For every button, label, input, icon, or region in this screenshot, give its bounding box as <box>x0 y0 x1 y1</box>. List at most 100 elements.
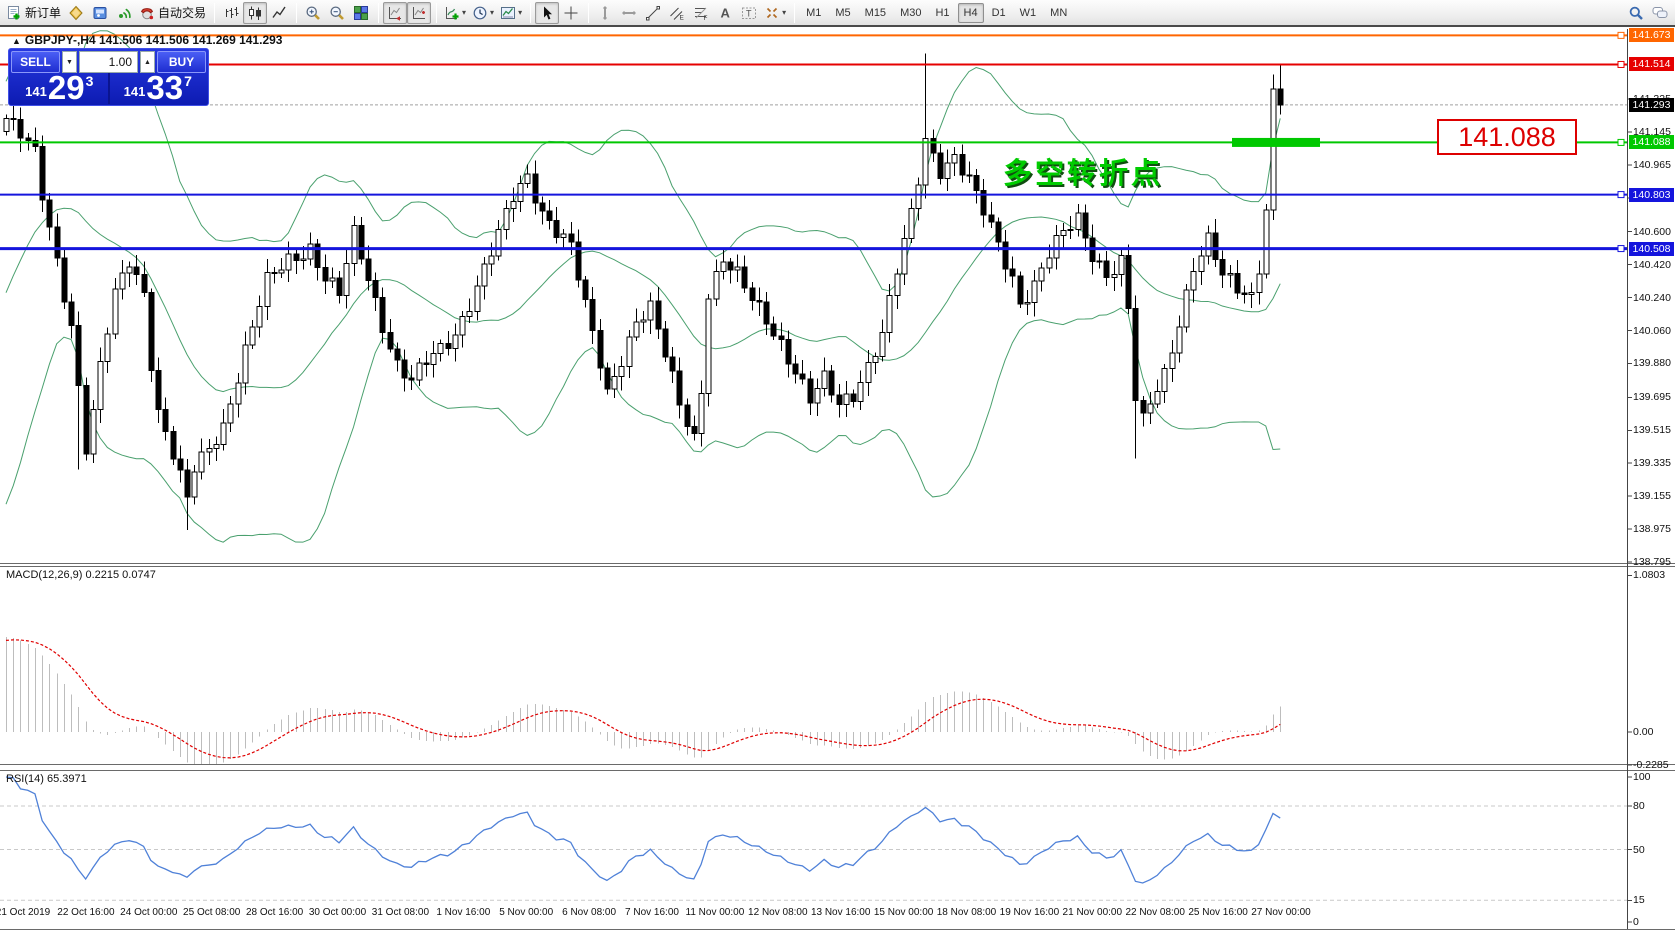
line-handle-marker[interactable] <box>1617 60 1625 68</box>
arrows-button[interactable]: ▾ <box>761 2 789 24</box>
periods-dropdown-caret[interactable]: ▾ <box>490 8 495 17</box>
search-button[interactable] <box>1624 2 1648 24</box>
timeframe-mn-button[interactable]: MN <box>1050 6 1068 19</box>
volume-input[interactable]: 1.00 <box>79 51 138 73</box>
periods-button[interactable]: ▾ <box>469 2 497 24</box>
indicators-dropdown-caret[interactable]: ▾ <box>462 8 467 17</box>
pane-borders <box>0 29 1675 930</box>
timeframe-d1-button[interactable]: D1 <box>991 6 1006 19</box>
chart-title: ▲ GBPJPY-,H4 141.506 141.506 141.269 141.… <box>12 33 282 47</box>
cursor-button[interactable] <box>535 1 560 24</box>
tile-windows-icon <box>354 5 369 20</box>
macd-tick--0.2285: -0.2285 <box>1633 759 1669 772</box>
volume-decrease-button[interactable]: ▼ <box>62 51 77 73</box>
bollinger-lower-band <box>5 307 1281 543</box>
trend-line-button[interactable] <box>641 2 665 24</box>
chart-canvas[interactable] <box>0 27 1675 948</box>
indicators-button[interactable]: ▾ <box>441 2 469 24</box>
price-flag-140.508: 140.508 <box>1629 241 1674 256</box>
horizontal-line-button[interactable] <box>617 2 641 24</box>
timeframe-h4-button[interactable]: H4 <box>957 2 984 23</box>
line-handle-marker[interactable] <box>1617 138 1625 146</box>
date-label-20: 27 Nov 00:00 <box>1251 907 1311 918</box>
equidistant-channel-button[interactable]: E <box>665 2 689 24</box>
timeframe-m1-button[interactable]: M1 <box>806 6 822 19</box>
timeframe-m5-button[interactable]: M5 <box>835 6 851 19</box>
sell-button[interactable]: SELL <box>11 51 60 73</box>
text-button[interactable]: A <box>713 2 737 24</box>
profiles-icon <box>69 5 83 20</box>
chart-annotation-text[interactable]: 多空转折点 <box>1003 158 1164 190</box>
rsi-pane[interactable] <box>0 776 1627 901</box>
price-callout-box[interactable]: 141.088 <box>1437 119 1577 155</box>
crosshair-button[interactable] <box>559 2 583 24</box>
new-order-button[interactable]: 新订单 <box>3 2 64 24</box>
text-label-button[interactable]: T <box>737 2 761 24</box>
date-label-3: 25 Oct 08:00 <box>183 907 241 918</box>
main-toolbar: 新订单 自动交易 ▾ ▾ ▾ E F A T ▾ M1 M5 M15 M30 H1 H4 D1 W1 MN <box>0 0 1675 27</box>
chat-button[interactable] <box>1648 2 1672 24</box>
line-handle-marker[interactable] <box>1617 245 1625 253</box>
zoom-in-icon <box>306 5 320 20</box>
bar-chart-button[interactable] <box>219 2 243 24</box>
main-price-pane[interactable] <box>0 30 1627 543</box>
date-label-7: 1 Nov 16:00 <box>436 907 491 918</box>
timeframe-m30-button[interactable]: M30 <box>900 6 922 19</box>
price-tick-140.600: 140.600 <box>1633 225 1671 238</box>
shift-chart-button[interactable] <box>407 1 432 24</box>
tile-windows-button[interactable] <box>349 2 373 24</box>
shift-chart-icon <box>413 6 426 19</box>
arrows-icon <box>766 7 778 18</box>
timeframe-h1-button[interactable]: H1 <box>935 6 950 19</box>
line-handle-marker[interactable] <box>1617 31 1625 39</box>
macd-tick-0.00: 0.00 <box>1633 726 1654 738</box>
auto-scroll-button[interactable] <box>383 1 408 24</box>
search-icon <box>1629 6 1643 20</box>
volume-increase-button[interactable]: ▲ <box>140 51 155 73</box>
zoom-in-button[interactable] <box>301 2 325 24</box>
profiles-button[interactable] <box>64 2 88 24</box>
rsi-tick-80: 80 <box>1633 800 1645 812</box>
price-tick-138.795: 138.795 <box>1633 556 1671 569</box>
templates-dropdown-caret[interactable]: ▾ <box>518 8 523 17</box>
line-handle-marker[interactable] <box>1617 191 1625 199</box>
date-label-9: 6 Nov 08:00 <box>562 907 617 918</box>
toolbar-separator <box>530 2 532 23</box>
date-label-10: 7 Nov 16:00 <box>625 907 679 918</box>
buy-button[interactable]: BUY <box>157 51 206 73</box>
date-label-19: 25 Nov 16:00 <box>1188 907 1248 918</box>
trendline-highlight[interactable] <box>1232 137 1320 147</box>
buy-price[interactable]: 141 33 7 <box>110 71 207 104</box>
fibonacci-button[interactable]: F <box>689 2 713 24</box>
templates-button[interactable]: ▾ <box>497 2 525 24</box>
price-divider <box>107 73 110 104</box>
candlestick-series <box>3 53 1284 531</box>
date-label-0: 21 Oct 2019 <box>0 907 51 918</box>
sell-price[interactable]: 141 29 3 <box>11 69 108 106</box>
rsi-indicator-label: RSI(14) 65.3971 <box>6 773 87 785</box>
date-label-6: 31 Oct 08:00 <box>371 907 430 918</box>
timeframe-m15-button[interactable]: M15 <box>864 6 887 19</box>
chart-window[interactable]: ▲ GBPJPY-,H4 141.506 141.506 141.269 141.… <box>0 27 1675 948</box>
vertical-line-button[interactable] <box>593 2 617 24</box>
date-label-4: 28 Oct 16:00 <box>245 907 304 918</box>
line-chart-button[interactable] <box>267 2 291 24</box>
zoom-out-button[interactable] <box>325 2 349 24</box>
arrows-dropdown-caret[interactable]: ▾ <box>782 8 787 17</box>
signals-icon <box>119 8 131 18</box>
macd-pane[interactable] <box>5 637 1282 766</box>
buy-price-point: 7 <box>184 73 192 89</box>
signals-button[interactable] <box>112 2 136 24</box>
candle-chart-button[interactable] <box>243 1 268 24</box>
sell-price-pips: 29 <box>47 69 85 106</box>
date-label-14: 15 Nov 00:00 <box>873 907 934 918</box>
toolbar-separator <box>378 2 380 23</box>
toolbar-separator <box>794 2 796 23</box>
macd-signal-line <box>5 639 1281 759</box>
timeframe-w1-button[interactable]: W1 <box>1019 6 1037 19</box>
one-click-trading-panel: SELL ▼ 1.00 ▲ BUY 141 29 3 141 33 7 <box>8 48 209 106</box>
market-watch-button[interactable] <box>88 2 112 24</box>
templates-icon <box>501 6 516 19</box>
date-label-12: 12 Nov 08:00 <box>748 907 808 918</box>
auto-trading-button[interactable]: 自动交易 <box>136 2 209 24</box>
